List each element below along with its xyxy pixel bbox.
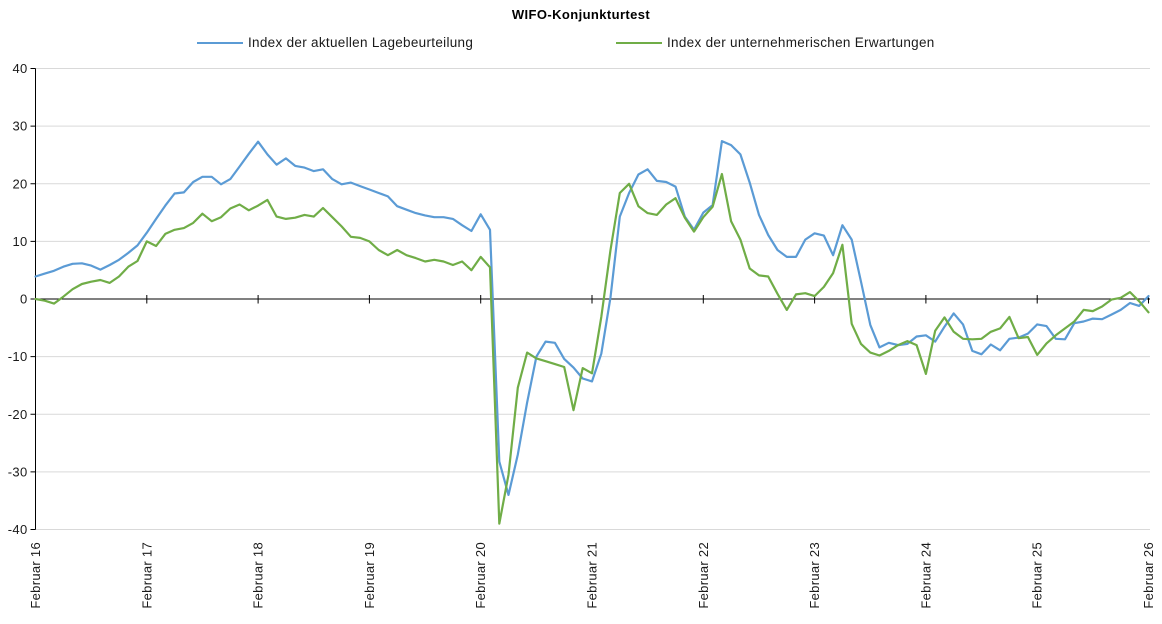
legend-item-aktuelle-lagebeurteilung: Index der aktuellen Lagebeurteilung — [197, 34, 473, 51]
legend-line-swatch-erwartungen — [616, 41, 662, 44]
x-axis-label-februar-23: Februar 23 — [807, 542, 822, 609]
x-axis-label-februar-25: Februar 25 — [1030, 542, 1045, 609]
legend-line-swatch-lagebeurteilung — [197, 41, 243, 44]
series-line-aktuelle-lagebeurteilung — [34, 140, 1150, 496]
x-axis-label-februar-18: Februar 18 — [251, 542, 266, 609]
y-axis-label-0: 0 — [20, 292, 28, 307]
y-axis-label--30: -30 — [8, 464, 28, 479]
y-axis-label-20: 20 — [12, 176, 27, 191]
y-axis-label-30: 30 — [12, 119, 27, 134]
x-axis-label-februar-24: Februar 24 — [918, 542, 933, 609]
x-axis-label-februar-20: Februar 20 — [473, 542, 488, 609]
legend-label-lagebeurteilung: Index der aktuellen Lagebeurteilung — [248, 35, 474, 50]
x-axis-label-februar-17: Februar 17 — [139, 542, 154, 609]
legend-item-unternehmerische-erwartungen: Index der unternehmerischen Erwartungen — [616, 34, 935, 51]
x-axis-label-februar-16: Februar 16 — [28, 542, 43, 609]
y-axis-label-10: 10 — [12, 234, 27, 249]
x-axis-label-februar-26: Februar 26 — [1141, 542, 1156, 609]
y-axis-label-40: 40 — [12, 61, 27, 76]
legend-label-erwartungen: Index der unternehmerischen Erwartungen — [667, 35, 935, 50]
y-axis-label--40: -40 — [8, 522, 28, 537]
y-axis-label--20: -20 — [8, 407, 28, 422]
series-line-unternehmerische-erwartungen — [34, 172, 1150, 525]
y-axis-label--10: -10 — [8, 349, 28, 364]
x-axis-label-februar-21: Februar 21 — [585, 542, 600, 609]
chart-title: WIFO-Konjunkturtest — [511, 7, 651, 22]
x-axis-label-februar-19: Februar 19 — [362, 542, 377, 609]
x-axis-label-februar-22: Februar 22 — [696, 542, 711, 609]
